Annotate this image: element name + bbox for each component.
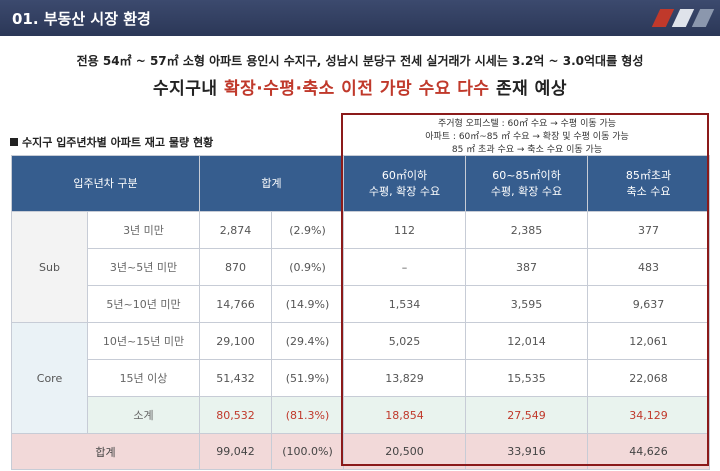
header-col-60-85: 60~85㎡이하 수평, 확장 수요 bbox=[465, 155, 588, 212]
row-total: 29,100 bbox=[199, 322, 272, 360]
section-label-text: 수지구 입주년차별 아파트 재고 물량 현황 bbox=[22, 136, 214, 149]
table-header-row: 입주년차 구분 합계 60㎡이하 수평, 확장 수요 60~85㎡이하 수평, … bbox=[11, 155, 710, 212]
page-title: 01. 부동산 시장 환경 bbox=[12, 10, 151, 28]
subtotal-label: 소계 bbox=[87, 396, 200, 434]
row-c2: 3,595 bbox=[465, 285, 588, 323]
group-sub: Sub bbox=[11, 211, 88, 323]
row-total: 2,874 bbox=[199, 211, 272, 249]
header-decoration bbox=[651, 9, 715, 27]
row-pct: (0.9%) bbox=[271, 248, 344, 286]
header-col-60-l1: 60㎡이하 bbox=[381, 168, 428, 182]
row-label: 10년~15년 미만 bbox=[87, 322, 200, 360]
header-col-85-l1: 85㎡초과 bbox=[625, 168, 672, 182]
main-headline: 수지구내 확장·수평·축소 이전 가망 수요 다수 존재 예상 bbox=[0, 74, 720, 99]
subtotal-row: 소계 80,532 (81.3%) 18,854 27,549 34,129 bbox=[12, 396, 710, 434]
row-c2: 15,535 bbox=[465, 359, 588, 397]
table-row: Sub 3년 미만 2,874 (2.9%) 112 2,385 377 bbox=[11, 211, 710, 323]
stripe-red bbox=[651, 9, 675, 27]
subtotal-total: 80,532 bbox=[199, 396, 272, 434]
total-c2: 33,916 bbox=[465, 433, 588, 470]
sub-headline: 전용 54㎡ ~ 57㎡ 소형 아파트 용인시 수지구, 성남시 분당구 전세 … bbox=[76, 54, 644, 68]
table-row: 5년~10년 미만 14,766 (14.9%) 1,534 3,595 9,6… bbox=[12, 285, 710, 323]
table-row: Core 10년~15년 미만 29,100 (29.4%) 5,025 12,… bbox=[11, 322, 710, 434]
row-c1: – bbox=[343, 248, 466, 286]
total-c1: 20,500 bbox=[343, 433, 466, 470]
header-col-60-85-l2: 수평, 확장 수요 bbox=[490, 184, 563, 198]
header-col-60-l2: 수평, 확장 수요 bbox=[368, 184, 441, 198]
row-pct: (14.9%) bbox=[271, 285, 344, 323]
row-pct: (2.9%) bbox=[271, 211, 344, 249]
table-row: 15년 이상 51,432 (51.9%) 13,829 15,535 22,0… bbox=[12, 359, 710, 397]
note-box: 주거형 오피스텔 : 60㎡ 수요 → 수평 이동 가능 아파트 : 60㎡~8… bbox=[346, 116, 708, 160]
subtotal-pct: (81.3%) bbox=[271, 396, 344, 434]
note-line-3: 85 ㎡ 초과 수요 → 축소 수요 이동 가능 bbox=[451, 145, 603, 155]
square-bullet-icon bbox=[10, 138, 18, 146]
inventory-table: 입주년차 구분 합계 60㎡이하 수평, 확장 수요 60~85㎡이하 수평, … bbox=[11, 155, 710, 470]
row-label: 15년 이상 bbox=[87, 359, 200, 397]
header-category: 입주년차 구분 bbox=[11, 155, 200, 212]
subtotal-c3: 34,129 bbox=[587, 396, 710, 434]
row-total: 51,432 bbox=[199, 359, 272, 397]
row-c3: 377 bbox=[587, 211, 710, 249]
total-pct: (100.0%) bbox=[271, 433, 344, 470]
total-c3: 44,626 bbox=[587, 433, 710, 470]
row-c3: 12,061 bbox=[587, 322, 710, 360]
row-c2: 12,014 bbox=[465, 322, 588, 360]
header-col-85-l2: 축소 수요 bbox=[626, 184, 671, 198]
note-line-2: 아파트 : 60㎡~85 ㎡ 수요 → 확장 및 수평 이동 가능 bbox=[425, 132, 629, 142]
row-pct: (29.4%) bbox=[271, 322, 344, 360]
row-total: 14,766 bbox=[199, 285, 272, 323]
stripe-white bbox=[671, 9, 695, 27]
row-c1: 5,025 bbox=[343, 322, 466, 360]
stripe-grey bbox=[691, 9, 715, 27]
section-label: 수지구 입주년차별 아파트 재고 물량 현황 bbox=[10, 134, 213, 150]
row-c1: 1,534 bbox=[343, 285, 466, 323]
main-headline-post: 존재 예상 bbox=[489, 79, 567, 99]
row-c3: 22,068 bbox=[587, 359, 710, 397]
row-c2: 387 bbox=[465, 248, 588, 286]
row-label: 3년 미만 bbox=[87, 211, 200, 249]
row-c3: 9,637 bbox=[587, 285, 710, 323]
row-c1: 112 bbox=[343, 211, 466, 249]
row-pct: (51.9%) bbox=[271, 359, 344, 397]
table-row: 3년~5년 미만 870 (0.9%) – 387 483 bbox=[12, 248, 710, 286]
row-label: 3년~5년 미만 bbox=[87, 248, 200, 286]
total-label: 합계 bbox=[11, 433, 200, 470]
row-total: 870 bbox=[199, 248, 272, 286]
main-headline-highlight: 확장·수평·축소 이전 가망 수요 다수 bbox=[224, 79, 490, 99]
note-line-1: 주거형 오피스텔 : 60㎡ 수요 → 수평 이동 가능 bbox=[437, 119, 617, 129]
header-bar: 01. 부동산 시장 환경 bbox=[0, 0, 720, 36]
subtotal-c1: 18,854 bbox=[343, 396, 466, 434]
grand-total-row: 합계 99,042 (100.0%) 20,500 33,916 44,626 bbox=[11, 433, 710, 470]
header-col-85: 85㎡초과 축소 수요 bbox=[587, 155, 710, 212]
row-c2: 2,385 bbox=[465, 211, 588, 249]
main-headline-pre: 수지구내 bbox=[153, 79, 224, 99]
header-col-60-85-l1: 60~85㎡이하 bbox=[492, 168, 561, 182]
row-c1: 13,829 bbox=[343, 359, 466, 397]
header-col-60: 60㎡이하 수평, 확장 수요 bbox=[343, 155, 466, 212]
group-core: Core bbox=[11, 322, 88, 434]
total-total: 99,042 bbox=[199, 433, 272, 470]
row-c3: 483 bbox=[587, 248, 710, 286]
header-total: 합계 bbox=[199, 155, 344, 212]
subtotal-c2: 27,549 bbox=[465, 396, 588, 434]
row-label: 5년~10년 미만 bbox=[87, 285, 200, 323]
